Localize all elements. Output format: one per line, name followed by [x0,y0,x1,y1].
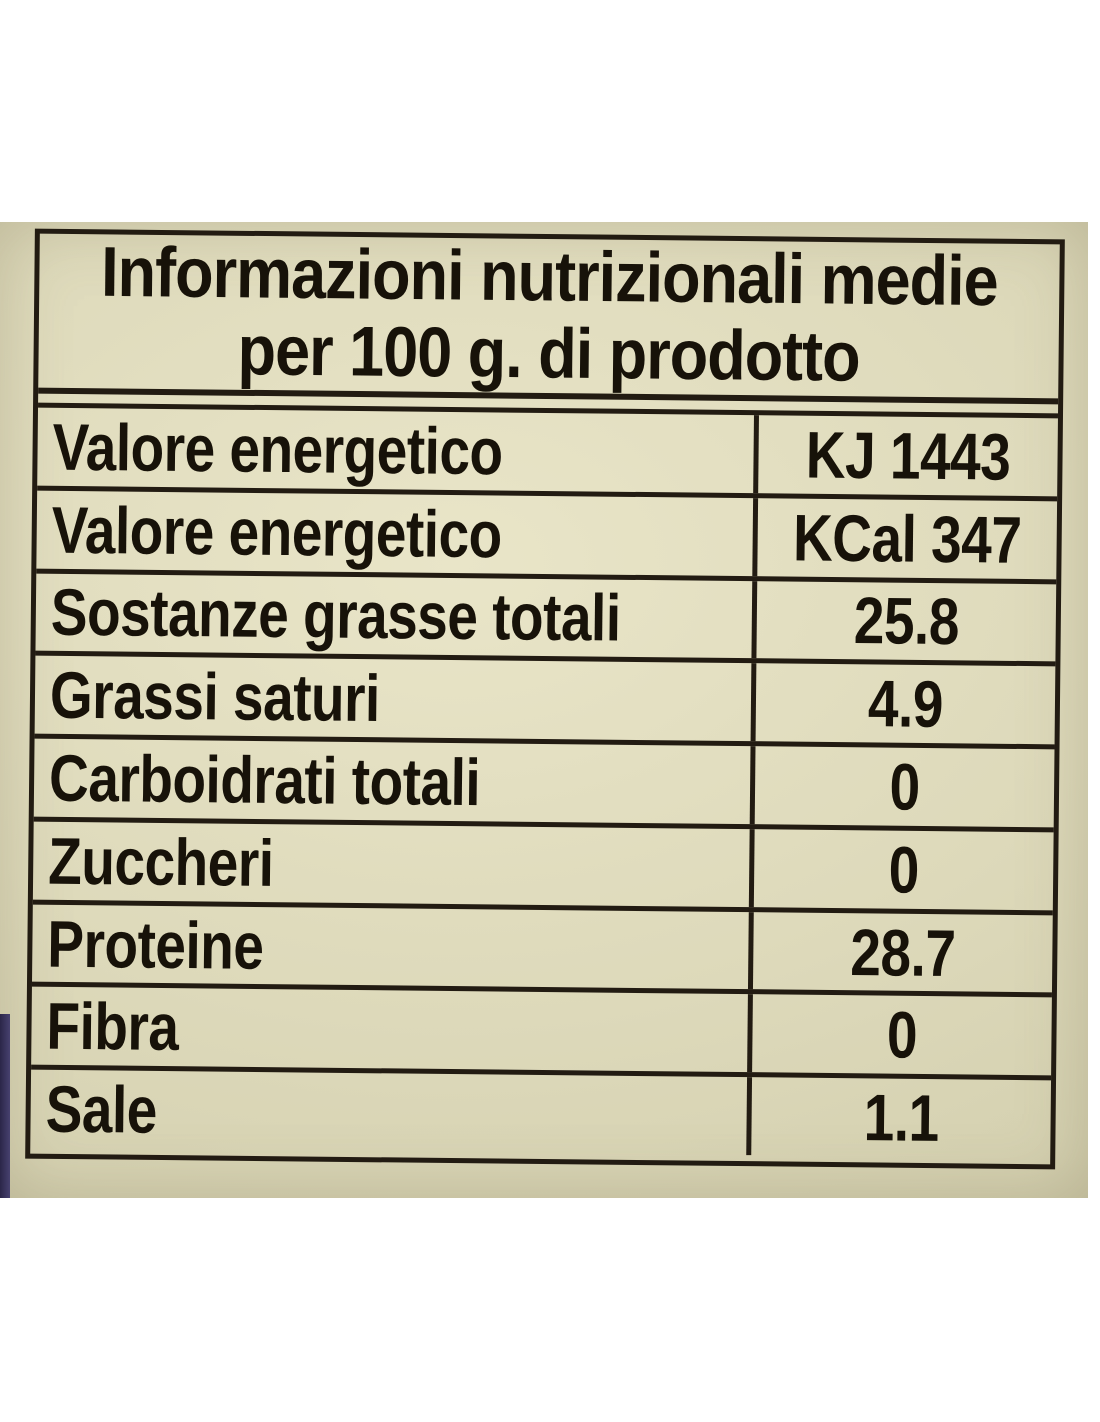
nutrient-value: 1.1 [863,1080,940,1156]
nutrient-value-cell: 0 [754,829,1054,910]
nutrient-name: Valore energetico [52,409,504,489]
nutrient-value-cell: 25.8 [757,581,1057,662]
table-row: Grassi saturi 4.9 [34,651,1056,745]
nutrition-rows: Valore energetico KJ 1443 Valore energet… [30,394,1059,1159]
nutrient-value-cell: 0 [755,746,1055,827]
nutrient-value-cell: 1.1 [751,1077,1051,1158]
table-row: Zuccheri 0 [32,816,1054,911]
label-photo: Informazioni nutrizionali medie per 100 … [0,222,1088,1198]
nutrient-value: KCal 347 [792,500,1022,577]
nutrient-name-cell: Grassi saturi [34,656,757,742]
nutrient-value: 0 [886,997,918,1073]
table-row: Valore energetico KJ 1443 [37,402,1059,497]
nutrition-table: Informazioni nutrizionali medie per 100 … [25,228,1065,1170]
nutrient-value-cell: 4.9 [756,664,1056,745]
table-row: Fibra 0 [31,982,1052,1076]
nutrient-name-cell: Proteine [32,904,754,990]
nutrient-name: Proteine [47,906,264,983]
jar-edge-strip [0,1014,10,1198]
nutrient-name-cell: Sostanze grasse totali [35,573,758,659]
nutrient-name-cell: Zuccheri [32,821,755,907]
nutrient-name: Fibra [46,988,179,1065]
table-row: Carboidrati totali 0 [33,733,1055,828]
nutrient-value: 0 [889,749,921,825]
nutrient-value: 25.8 [853,583,960,659]
nutrient-name-cell: Sale [30,1069,753,1156]
nutrient-value: KJ 1443 [805,417,1011,494]
nutrient-name: Valore energetico [51,492,503,572]
title-line-2: per 100 g. di prodotto [237,311,861,397]
nutrient-name: Sale [45,1071,158,1148]
table-row: Sostanze grasse totali 25.8 [35,568,1057,662]
nutrient-value: 0 [888,832,920,907]
table-row: Proteine 28.7 [32,899,1053,993]
nutrient-value-cell: 0 [752,995,1052,1076]
table-title: Informazioni nutrizionali medie per 100 … [38,233,1060,405]
nutrient-name-cell: Fibra [31,987,754,1073]
table-row: Sale 1.1 [30,1064,1052,1159]
nutrient-name-cell: Valore energetico [36,490,759,576]
nutrient-value-cell: KCal 347 [757,498,1057,579]
nutrient-value-cell: 28.7 [753,912,1053,993]
nutrient-name: Grassi saturi [49,657,381,736]
nutrient-name: Zuccheri [47,823,274,901]
table-row: Valore energetico KCal 347 [36,485,1058,579]
nutrient-value: 28.7 [850,914,956,991]
nutrient-name: Carboidrati totali [48,740,481,820]
nutrient-value: 4.9 [867,666,944,742]
nutrient-name: Sostanze grasse totali [50,575,621,656]
nutrient-name-cell: Valore energetico [37,407,760,494]
nutrient-value-cell: KJ 1443 [758,415,1058,496]
nutrient-name-cell: Carboidrati totali [33,738,756,825]
